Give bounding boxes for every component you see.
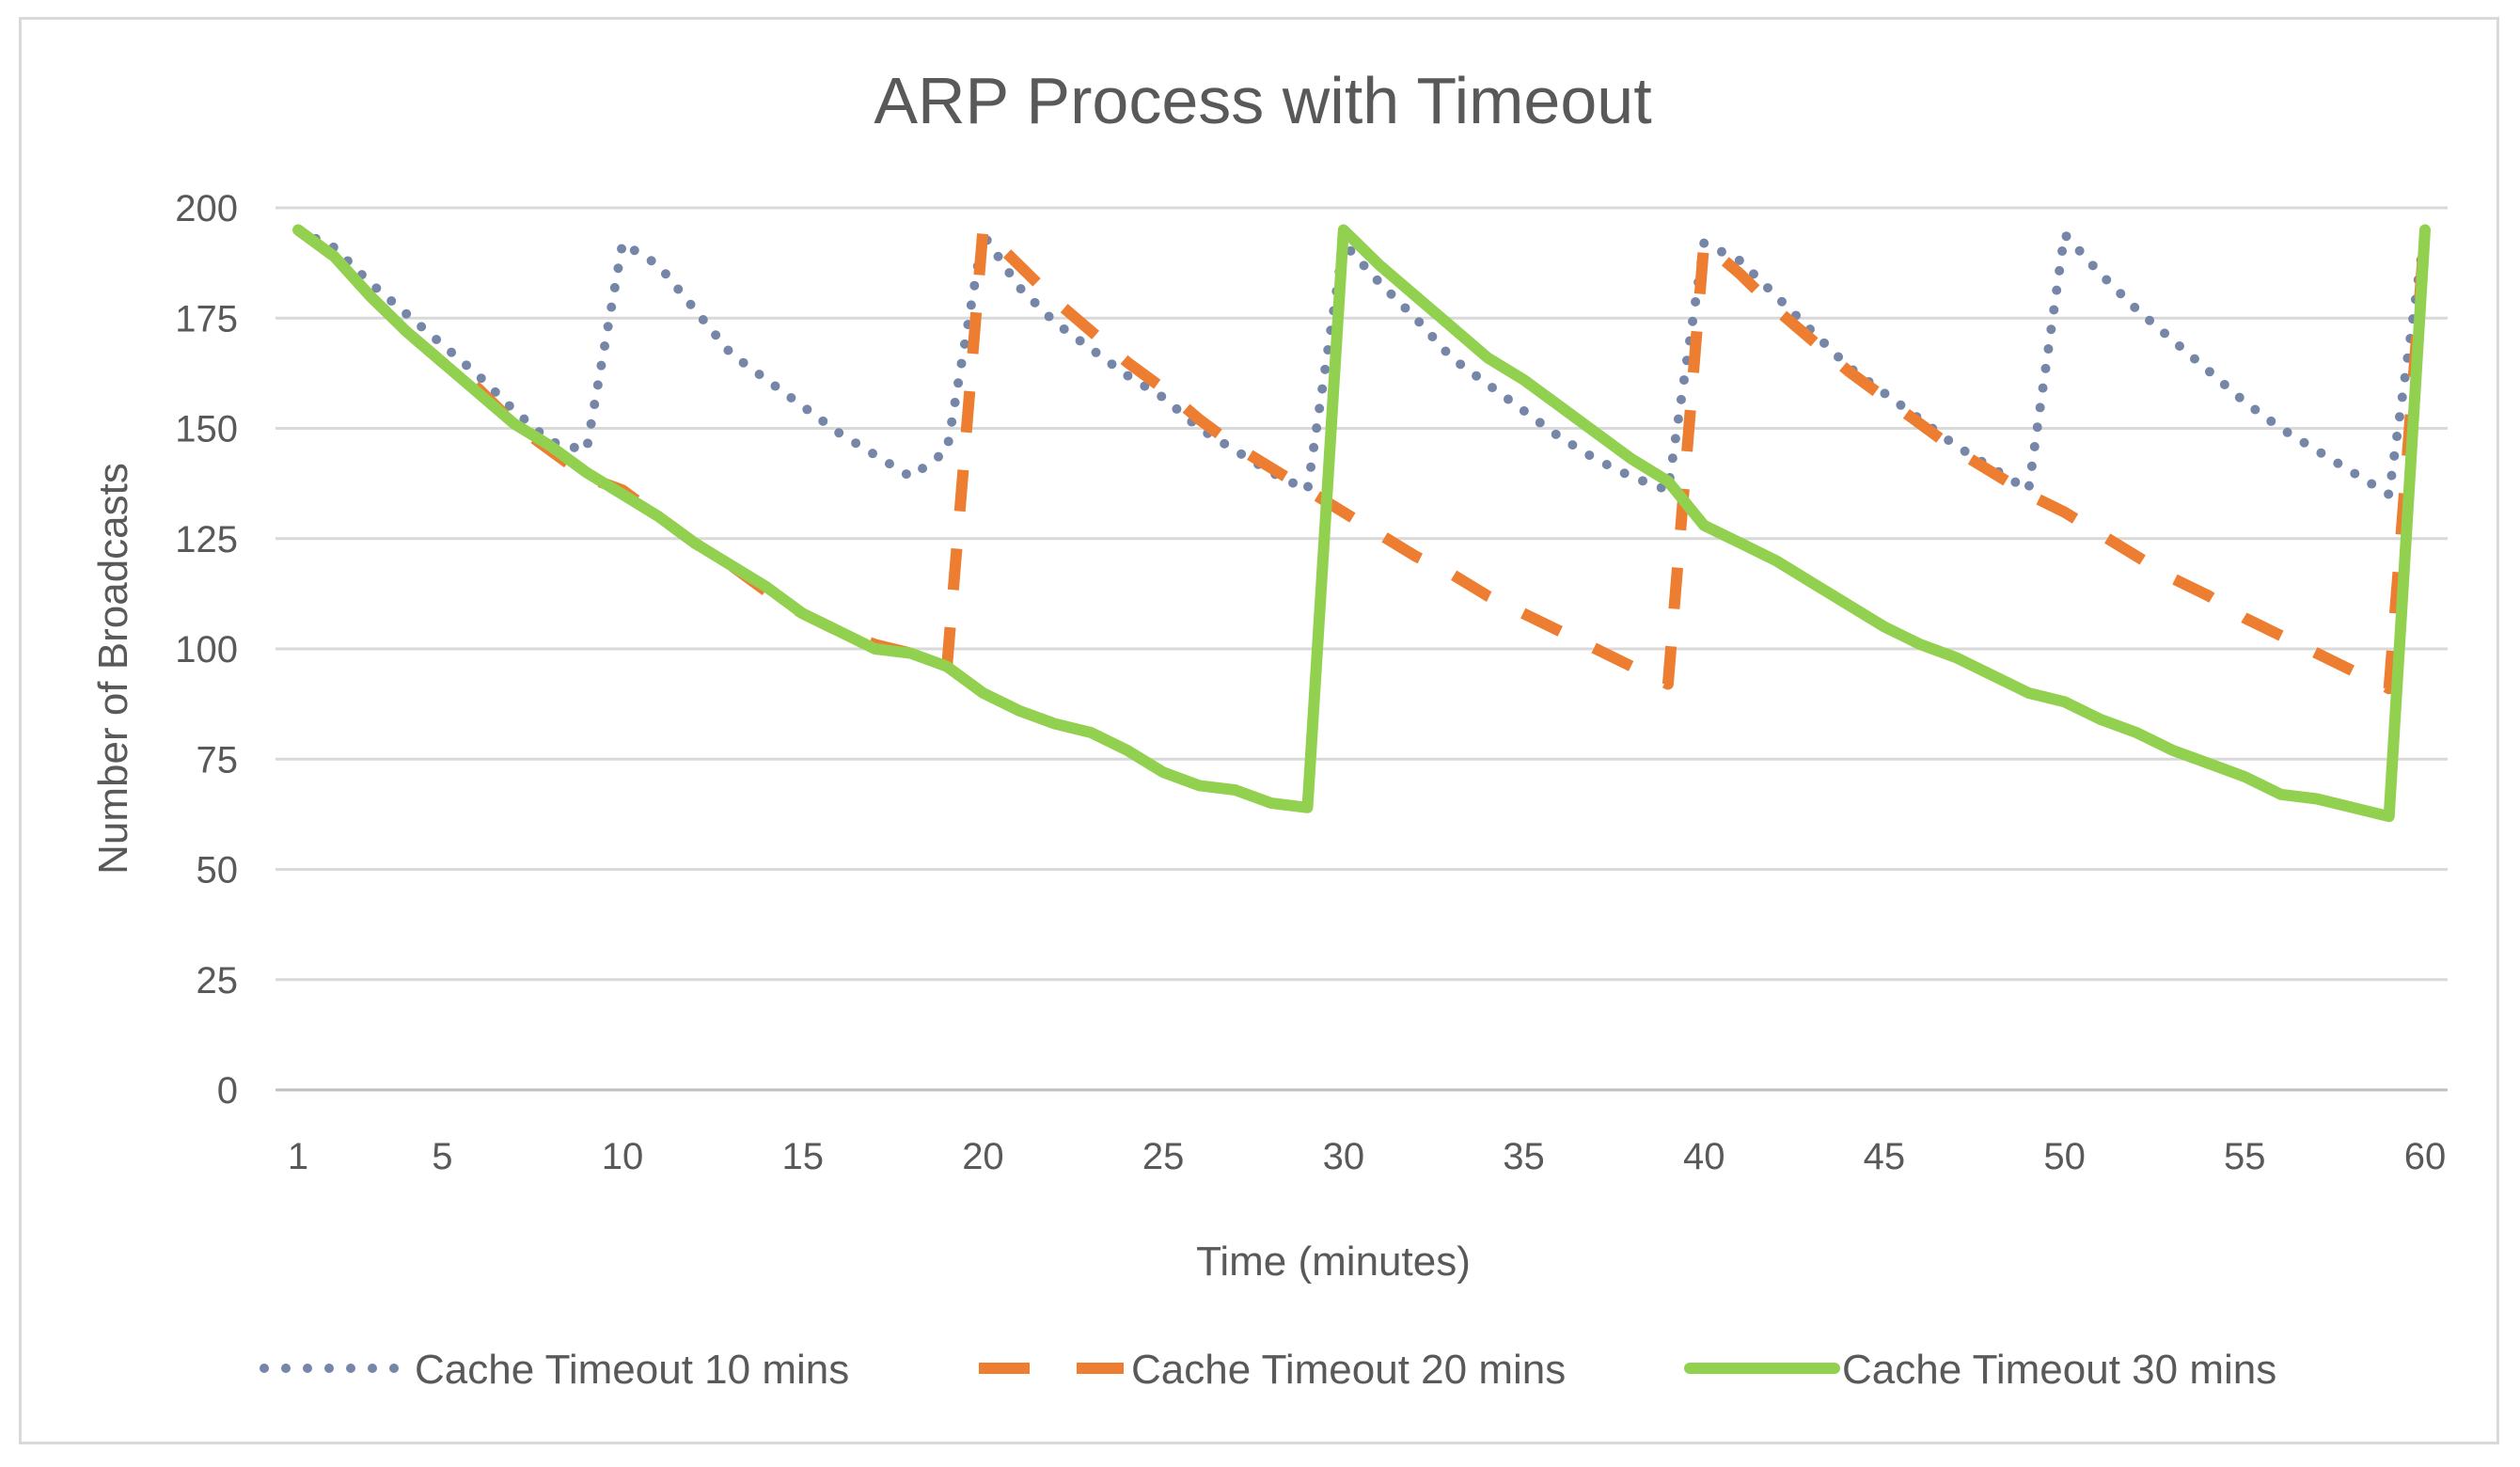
legend: Cache Timeout 10 mins Cache Timeout 20 mi…	[260, 1347, 2276, 1393]
series-lines	[292, 224, 2431, 823]
chart-title: ARP Process with Timeout	[874, 64, 1651, 137]
x-tick-label: 20	[962, 1136, 1004, 1177]
x-axis-title: Time (minutes)	[1196, 1238, 1471, 1285]
x-tick-label: 55	[2224, 1136, 2266, 1177]
x-tick-label: 30	[1323, 1136, 1365, 1177]
series-line-2	[294, 224, 2431, 695]
y-tick-label: 0	[217, 1070, 238, 1112]
y-tick-label: 175	[175, 298, 238, 339]
x-tick-label: 45	[1864, 1136, 1906, 1177]
series-line-1	[293, 225, 2430, 499]
x-tick-label: 35	[1503, 1136, 1545, 1177]
x-tick-label: 5	[432, 1136, 452, 1177]
y-tick-label: 50	[197, 850, 239, 891]
y-tick-label: 150	[175, 409, 238, 450]
gridlines	[276, 206, 2448, 1092]
y-axis-title: Number of Broadcasts	[90, 463, 136, 875]
x-tick-label: 40	[1683, 1136, 1725, 1177]
y-tick-labels: 0 25 50 75 100 125 150 175 200	[175, 188, 238, 1112]
x-tick-labels: 1 5 10 15 20 25 30 35 40 45 50 55 60	[288, 1136, 2446, 1177]
legend-label-3: Cache Timeout 30 mins	[1842, 1347, 2276, 1393]
x-tick-label: 10	[602, 1136, 644, 1177]
x-tick-label: 50	[2043, 1136, 2086, 1177]
y-tick-label: 200	[175, 188, 238, 229]
legend-label-2: Cache Timeout 20 mins	[1131, 1347, 1566, 1393]
y-tick-label: 100	[175, 629, 238, 670]
y-tick-label: 25	[197, 960, 239, 1002]
chart: ARP Process with Timeout 025507510012515…	[90, 64, 2448, 1393]
x-tick-label: 15	[781, 1136, 824, 1177]
y-tick-label: 75	[197, 739, 239, 781]
legend-label-1: Cache Timeout 10 mins	[415, 1347, 849, 1393]
y-tick-label: 125	[175, 519, 238, 560]
x-tick-label: 25	[1142, 1136, 1185, 1177]
chart-frame: ARP Process with Timeout 0 25 50 75 100 125 15…	[19, 17, 2499, 1444]
x-tick-label: 1	[288, 1136, 308, 1177]
x-tick-label: 60	[2404, 1136, 2447, 1177]
series-line-3	[292, 224, 2431, 823]
